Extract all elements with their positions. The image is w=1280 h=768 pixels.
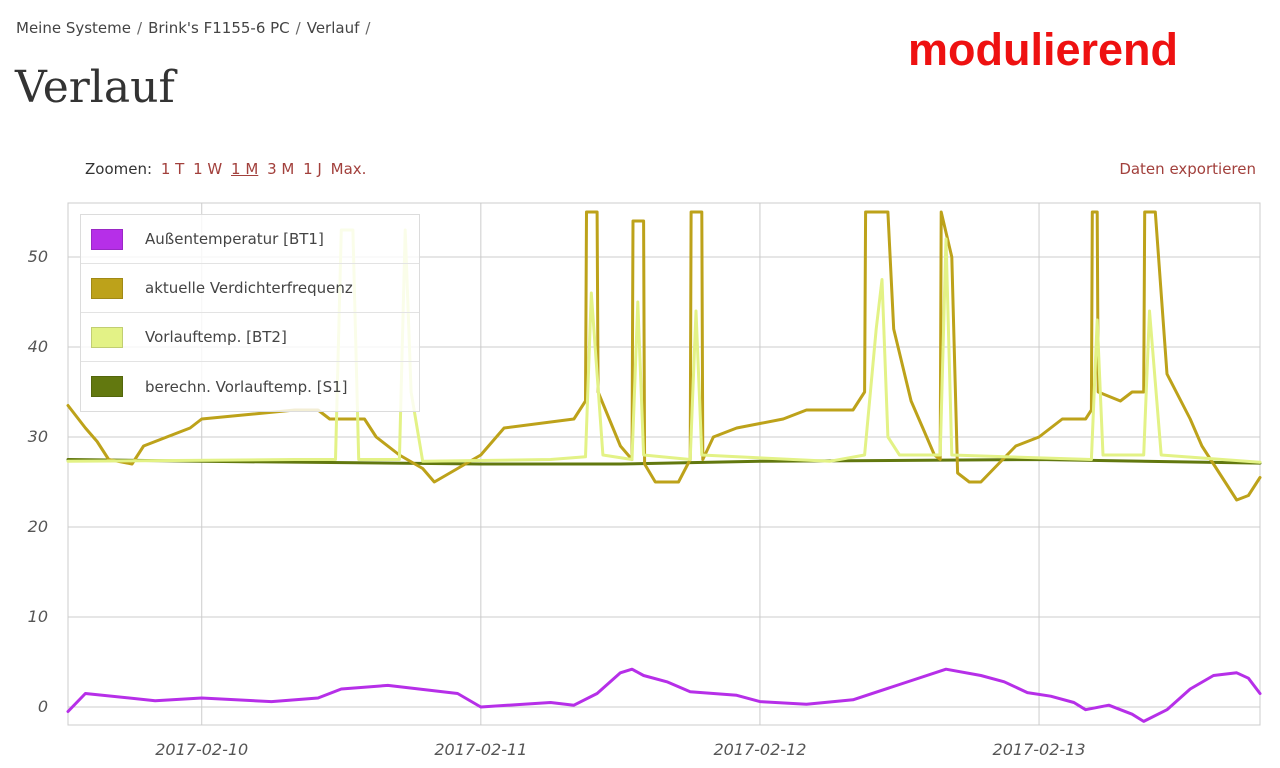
zoom-controls: Zoomen: 1 T 1 W 1 M 3 M 1 J Max.: [85, 160, 366, 178]
x-tick-label: 2017-02-11: [434, 740, 527, 759]
y-tick-label: 10: [28, 607, 48, 626]
legend-label: berechn. Vorlauftemp. [S1]: [145, 377, 348, 396]
y-tick-label: 50: [28, 247, 48, 266]
chart-legend: Außentemperatur [BT1] aktuelle Verdichte…: [80, 214, 420, 412]
y-tick-label: 40: [28, 337, 48, 356]
legend-label: aktuelle Verdichterfrequenz: [145, 279, 353, 297]
zoom-option-1-month[interactable]: 1 M: [231, 160, 259, 178]
zoom-option-1-year[interactable]: 1 J: [303, 160, 322, 178]
mode-label: modulierend: [908, 24, 1179, 75]
x-tick-label: 2017-02-10: [155, 740, 248, 759]
legend-item-calc-flow-temp[interactable]: berechn. Vorlauftemp. [S1]: [81, 362, 419, 411]
legend-label: Vorlauftemp. [BT2]: [145, 328, 287, 346]
zoom-option-1-week[interactable]: 1 W: [193, 160, 223, 178]
legend-item-compressor-frequency[interactable]: aktuelle Verdichterfrequenz: [81, 264, 419, 313]
zoom-option-1-day[interactable]: 1 T: [160, 160, 185, 178]
x-tick-label: 2017-02-12: [713, 740, 806, 759]
y-tick-label: 30: [28, 427, 48, 446]
legend-swatch-flow-temp: [91, 326, 123, 348]
legend-swatch-compressor-frequency: [91, 277, 123, 299]
y-tick-label: 0: [38, 697, 48, 716]
zoom-option-3-months[interactable]: 3 M: [267, 160, 295, 178]
export-data-link[interactable]: Daten exportieren: [1119, 160, 1256, 178]
breadcrumb-link-history[interactable]: Verlauf: [306, 19, 360, 37]
zoom-option-max[interactable]: Max.: [330, 160, 367, 178]
legend-label: Außentemperatur [BT1]: [145, 230, 324, 248]
series-lines: [66, 210, 1262, 723]
zoom-label: Zoomen:: [85, 160, 153, 178]
breadcrumb-link-device[interactable]: Brink's F1155-6 PC: [148, 19, 290, 37]
breadcrumb-separator: /: [295, 19, 301, 37]
legend-item-outdoor-temp[interactable]: Außentemperatur [BT1]: [81, 215, 419, 264]
legend-swatch-calc-flow-temp: [91, 376, 123, 397]
flow-temp-line: [66, 228, 1262, 464]
breadcrumb-link-systems[interactable]: Meine Systeme: [16, 19, 132, 37]
y-tick-label: 20: [28, 517, 48, 536]
compressor-frequency-line: [66, 210, 1262, 502]
breadcrumb-separator: /: [365, 19, 371, 37]
breadcrumb-separator: /: [137, 19, 143, 37]
x-tick-label: 2017-02-13: [993, 740, 1086, 759]
breadcrumb: Meine Systeme / Brink's F1155-6 PC / Verlauf…: [16, 19, 376, 37]
legend-swatch-outdoor-temp: [91, 228, 123, 250]
legend-item-flow-temp[interactable]: Vorlauftemp. [BT2]: [81, 313, 419, 362]
outdoor-temp-line: [66, 667, 1262, 723]
page-title: Verlauf: [15, 62, 175, 113]
